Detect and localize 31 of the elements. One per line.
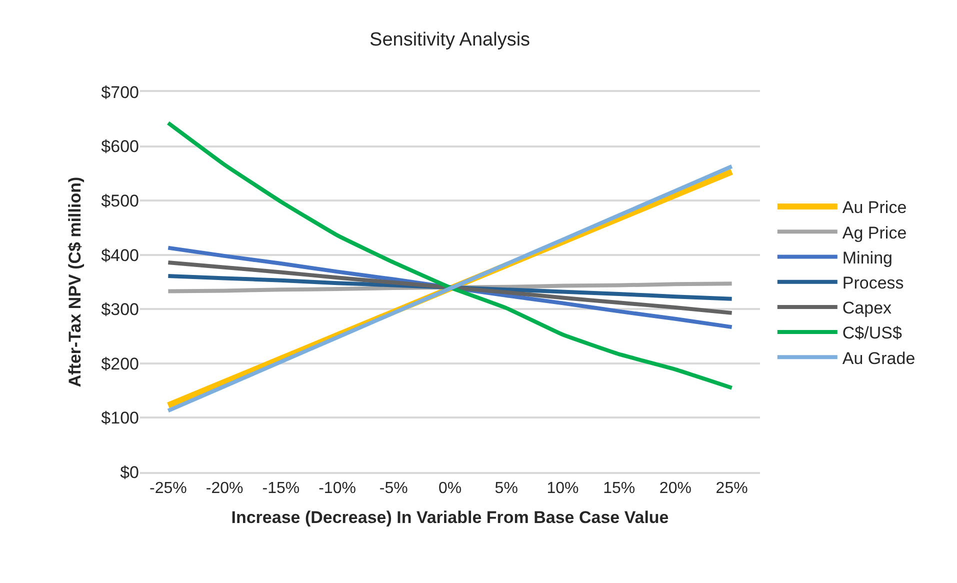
line-series — [166, 260, 734, 315]
x-tick-label: 0% — [438, 480, 462, 498]
y-tick-label: $700 — [101, 82, 139, 102]
legend-label: Ag Price — [842, 223, 907, 242]
y-tick-label: $100 — [101, 408, 139, 428]
y-axis-title: After-Tax NPV (C$ million) — [66, 176, 85, 388]
x-tick-label: 15% — [603, 480, 636, 498]
legend-label: Capex — [842, 298, 892, 318]
legend-label: Mining — [842, 248, 892, 268]
x-tick-label: -15% — [262, 480, 300, 498]
y-tick-label: $400 — [101, 246, 139, 265]
x-axis-title: Increase (Decrease) In Variable From Base Case Value — [231, 508, 669, 528]
chart-title: Sensitivity Analysis — [370, 29, 530, 50]
y-tick-label: $600 — [101, 137, 139, 156]
x-tick-label: 20% — [659, 480, 692, 498]
y-tick-label: $300 — [101, 300, 139, 320]
x-tick-label: -10% — [318, 480, 356, 498]
legend-label: Au Grade — [842, 348, 916, 368]
y-tick-label: $200 — [101, 354, 139, 374]
y-tick-label: $0 — [120, 462, 139, 482]
y-tick-label: $500 — [101, 192, 139, 211]
x-tick-label: -20% — [206, 480, 244, 498]
x-tick-label: -25% — [150, 480, 187, 498]
legend-label: Au Price — [842, 198, 907, 218]
x-tick-label: 5% — [494, 480, 518, 498]
x-tick-label: 10% — [546, 480, 579, 498]
x-tick-label: 25% — [716, 480, 748, 498]
legend-label: C$/US$ — [842, 324, 902, 343]
line-series — [166, 120, 734, 390]
x-tick-label: -5% — [379, 480, 408, 498]
legend-label: Process — [842, 273, 904, 292]
